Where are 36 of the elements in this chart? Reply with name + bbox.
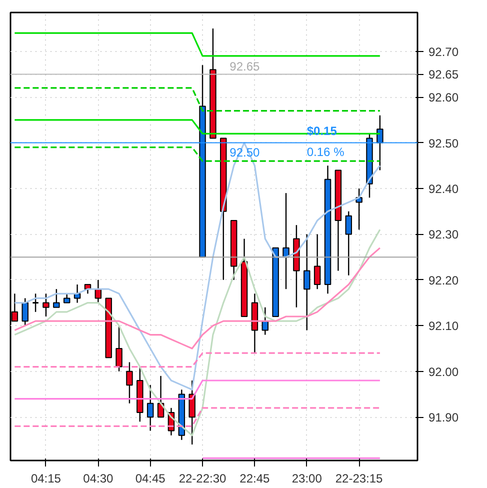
candlestick bbox=[53, 288, 60, 308]
x-tick-label: 04:30 bbox=[83, 472, 114, 486]
line-series bbox=[14, 228, 381, 436]
candlestick bbox=[116, 325, 122, 372]
candlestick bbox=[314, 234, 321, 290]
y-tick-label: 92.60 bbox=[428, 90, 459, 105]
candlestick bbox=[22, 298, 28, 326]
x-tick-label: 04:15 bbox=[30, 472, 62, 486]
y-tick-label: 92.30 bbox=[428, 228, 459, 242]
annotation: 92.50 bbox=[230, 145, 260, 160]
x-tick-label: 22-22:30 bbox=[178, 472, 227, 486]
line-series bbox=[14, 247, 381, 350]
y-tick-label: 92.00 bbox=[428, 364, 459, 379]
candlestick bbox=[345, 210, 352, 276]
annotation: 92.65 bbox=[230, 60, 260, 74]
x-tick-label: 23:00 bbox=[292, 472, 322, 486]
y-tick-label: 92.20 bbox=[428, 273, 459, 288]
y-tick-label: 92.10 bbox=[428, 319, 459, 334]
annotation: 0.16 % bbox=[306, 144, 345, 159]
x-tick-label: 04:45 bbox=[135, 472, 166, 486]
candlestick bbox=[42, 293, 50, 318]
candlestick bbox=[146, 384, 154, 432]
x-tick-label: 22-23:15 bbox=[335, 472, 384, 486]
y-tick-label: 91.90 bbox=[428, 410, 459, 425]
candlestick bbox=[63, 293, 70, 304]
x-tick-label: 22:45 bbox=[240, 472, 270, 486]
candlestick bbox=[126, 362, 133, 404]
candlestick bbox=[188, 380, 196, 446]
y-tick-label: 92.65 bbox=[428, 68, 459, 82]
candlestick bbox=[304, 234, 310, 331]
candlestick bbox=[376, 114, 384, 171]
candlestick bbox=[32, 293, 40, 313]
y-tick-label: 92.40 bbox=[428, 182, 459, 196]
line-series bbox=[14, 142, 381, 390]
y-tick-label: 92.70 bbox=[428, 44, 459, 59]
y-tick-label: 92.50 bbox=[428, 136, 459, 150]
